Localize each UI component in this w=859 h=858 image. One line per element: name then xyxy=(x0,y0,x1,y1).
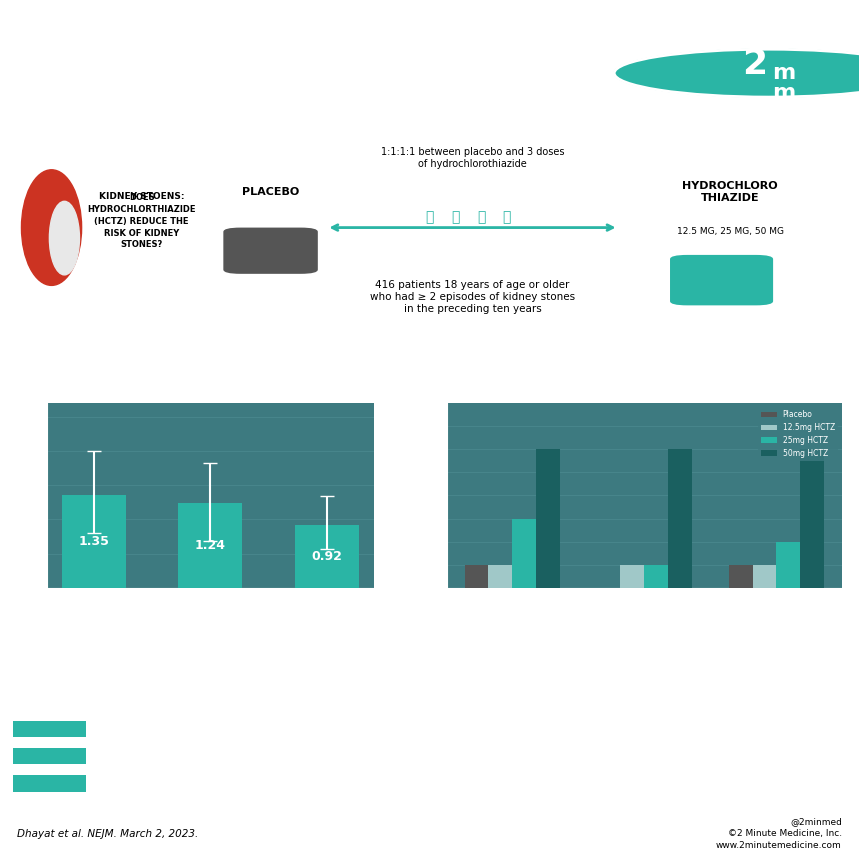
Text: PRIMARY OUTCOMES: PRIMARY OUTCOMES xyxy=(107,342,318,360)
Bar xyxy=(489,565,512,588)
Text: The hydrochlorothiazide-treated patients were more likely to develop new-onset
d: The hydrochlorothiazide-treated patients… xyxy=(464,403,829,435)
Ellipse shape xyxy=(49,202,79,275)
Text: m: m xyxy=(771,63,795,83)
Text: 👤: 👤 xyxy=(477,210,485,224)
Ellipse shape xyxy=(21,170,82,286)
Text: DOES
HYDROCHLORTHIAZIDE
(HCTZ) REDUCE THE
RISK OF KIDNEY
STONES?: DOES HYDROCHLORTHIAZIDE (HCTZ) REDUCE TH… xyxy=(88,193,196,250)
Text: Adverse events of interest were hypokalemia, hyponatremia, hypomagnesemia,
eleva: Adverse events of interest were hypokale… xyxy=(467,367,825,398)
Bar xyxy=(512,518,536,588)
Legend: Placebo, 12.5mg HCTZ, 25mg HCTZ, 50mg HCTZ: Placebo, 12.5mg HCTZ, 25mg HCTZ, 50mg HC… xyxy=(758,407,838,461)
Text: Dhayat et al. NEJM. March 2, 2023.: Dhayat et al. NEJM. March 2, 2023. xyxy=(17,829,198,838)
Bar xyxy=(728,565,752,588)
Text: @2minmed
©2 Minute Medicine, Inc.
www.2minutemedicine.com: @2minmed ©2 Minute Medicine, Inc. www.2m… xyxy=(716,818,842,849)
Text: 12.5 MG, 25 MG, 50 MG: 12.5 MG, 25 MG, 50 MG xyxy=(677,227,783,236)
FancyBboxPatch shape xyxy=(0,0,859,24)
Text: 1.24: 1.24 xyxy=(195,539,226,552)
Bar xyxy=(465,565,489,588)
Text: Error bars represent 95% confidence
interval for each rate ratio.: Error bars represent 95% confidence inte… xyxy=(241,427,396,447)
Bar xyxy=(13,721,86,737)
Bar xyxy=(13,748,86,764)
Bar xyxy=(536,450,560,588)
Text: HYDROCHLORO
THIAZIDE: HYDROCHLORO THIAZIDE xyxy=(682,181,778,202)
Bar xyxy=(295,525,359,588)
Text: The primary outcome occurred in 59% in the placebo group,
compared to 59% in tho: The primary outcome occurred in 59% in t… xyxy=(46,628,380,677)
Bar xyxy=(644,565,668,588)
Bar xyxy=(752,565,777,588)
Text: Composite of symptomatic or radiologic recurrence of kidneys, identified via
reg: Composite of symptomatic or radiologic r… xyxy=(35,369,390,400)
Text: 0.92: 0.92 xyxy=(312,550,342,563)
Text: 👤: 👤 xyxy=(425,210,434,224)
FancyBboxPatch shape xyxy=(670,255,773,305)
Text: 2: 2 xyxy=(741,47,767,81)
Text: kidney-stone recurrence: kidney-stone recurrence xyxy=(17,76,401,105)
Bar xyxy=(179,503,242,588)
Text: 1:1:1:1 between placebo and 3 doses
of hydrochlorothiazide: 1:1:1:1 between placebo and 3 doses of h… xyxy=(381,148,564,169)
Text: 👤: 👤 xyxy=(451,210,460,224)
Text: PLACEBO: PLACEBO xyxy=(242,187,299,196)
Bar xyxy=(777,541,800,588)
FancyBboxPatch shape xyxy=(223,227,318,274)
Text: 416 patients 18 years of age or older
who had ≥ 2 episodes of kidney stones
in t: 416 patients 18 years of age or older wh… xyxy=(370,281,575,313)
Bar xyxy=(800,450,824,588)
Text: The incidence of serious adverse events were not significantly
different (29% in: The incidence of serious adverse events … xyxy=(493,634,800,679)
Text: 1.35: 1.35 xyxy=(79,535,109,548)
Bar xyxy=(13,776,86,792)
Y-axis label: Rate Ratio for Primary
Outcome: Rate Ratio for Primary Outcome xyxy=(1,441,22,550)
Text: 👤: 👤 xyxy=(503,210,511,224)
Circle shape xyxy=(614,49,859,97)
Bar xyxy=(620,565,644,588)
Bar xyxy=(668,450,691,588)
Text: m: m xyxy=(771,83,795,103)
Text: KIDNEY STOENS:: KIDNEY STOENS: xyxy=(99,191,185,201)
Text: Hydrochlorothiazide does not impact risk of: Hydrochlorothiazide does not impact risk… xyxy=(17,39,706,67)
Y-axis label: Proportion: Proportion xyxy=(413,470,423,521)
X-axis label: Hydrochlorothiazide Dose: Hydrochlorothiazide Dose xyxy=(139,608,282,618)
Text: SAFETY OUTCOMES: SAFETY OUTCOMES xyxy=(548,342,745,360)
Text: In this randomized controlled trial, among patients with recurrent
kidney stones: In this randomized controlled trial, amo… xyxy=(137,722,618,779)
Bar xyxy=(62,496,126,588)
